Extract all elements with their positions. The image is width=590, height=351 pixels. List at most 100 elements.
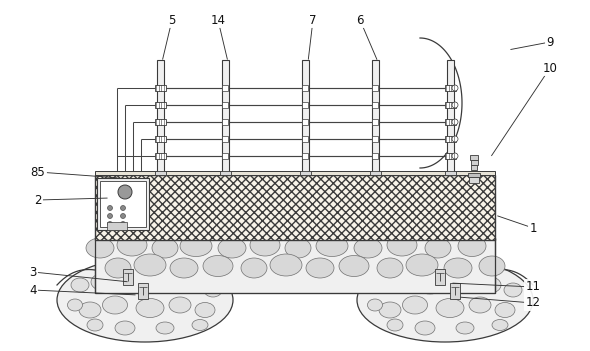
- Bar: [447, 60, 454, 175]
- Circle shape: [452, 136, 458, 142]
- Bar: [222, 60, 229, 175]
- Ellipse shape: [91, 273, 115, 291]
- Text: 4: 4: [30, 284, 135, 297]
- Ellipse shape: [218, 238, 246, 258]
- Ellipse shape: [146, 273, 174, 291]
- Bar: [302, 136, 308, 142]
- Ellipse shape: [195, 303, 215, 318]
- Circle shape: [120, 221, 126, 226]
- Bar: [97, 178, 149, 230]
- Ellipse shape: [156, 322, 174, 334]
- Ellipse shape: [79, 302, 101, 318]
- Ellipse shape: [504, 283, 522, 297]
- Ellipse shape: [250, 234, 280, 256]
- Bar: [445, 171, 456, 175]
- Ellipse shape: [469, 297, 491, 313]
- FancyBboxPatch shape: [471, 160, 478, 165]
- Ellipse shape: [117, 234, 147, 256]
- Ellipse shape: [179, 277, 201, 293]
- Ellipse shape: [479, 256, 505, 276]
- Ellipse shape: [446, 273, 474, 291]
- Bar: [445, 102, 456, 108]
- Bar: [372, 102, 378, 108]
- Ellipse shape: [103, 296, 127, 314]
- Bar: [372, 85, 378, 91]
- Circle shape: [452, 153, 458, 159]
- Bar: [123, 269, 133, 285]
- Circle shape: [120, 213, 126, 219]
- Bar: [220, 171, 231, 175]
- Bar: [95, 175, 495, 240]
- Bar: [155, 85, 166, 91]
- Ellipse shape: [377, 258, 403, 278]
- Ellipse shape: [379, 302, 401, 318]
- Bar: [107, 222, 127, 230]
- Ellipse shape: [444, 258, 472, 278]
- Bar: [372, 153, 378, 159]
- Text: 10: 10: [491, 61, 558, 156]
- Ellipse shape: [270, 254, 302, 276]
- Bar: [445, 119, 456, 125]
- Ellipse shape: [86, 238, 114, 258]
- Ellipse shape: [492, 319, 508, 331]
- Bar: [222, 119, 228, 125]
- Bar: [222, 153, 228, 159]
- Ellipse shape: [391, 273, 415, 291]
- Ellipse shape: [115, 321, 135, 335]
- Bar: [155, 119, 166, 125]
- Bar: [155, 171, 166, 175]
- Bar: [222, 136, 228, 142]
- Ellipse shape: [436, 298, 464, 318]
- Ellipse shape: [105, 258, 131, 278]
- Ellipse shape: [495, 303, 515, 318]
- Ellipse shape: [357, 258, 533, 342]
- Circle shape: [118, 185, 132, 199]
- Text: 85: 85: [31, 166, 117, 179]
- Ellipse shape: [204, 283, 222, 297]
- Bar: [468, 173, 480, 177]
- Text: 12: 12: [461, 297, 540, 310]
- Ellipse shape: [57, 258, 233, 342]
- Bar: [370, 171, 381, 175]
- Bar: [445, 136, 456, 142]
- Ellipse shape: [71, 278, 89, 292]
- Bar: [95, 238, 495, 293]
- Ellipse shape: [180, 236, 212, 257]
- Bar: [372, 60, 379, 175]
- Ellipse shape: [87, 319, 103, 331]
- Bar: [95, 171, 495, 175]
- Bar: [155, 102, 166, 108]
- Bar: [469, 177, 479, 183]
- Text: 5: 5: [163, 13, 176, 59]
- Ellipse shape: [306, 258, 334, 278]
- Bar: [100, 181, 146, 227]
- Ellipse shape: [354, 238, 382, 258]
- Text: 3: 3: [30, 265, 127, 282]
- Bar: [222, 102, 228, 108]
- Bar: [450, 283, 460, 299]
- Text: 1: 1: [497, 216, 537, 234]
- Bar: [138, 283, 148, 299]
- Ellipse shape: [415, 321, 435, 335]
- Text: 2: 2: [34, 193, 107, 206]
- Ellipse shape: [479, 277, 501, 293]
- Circle shape: [107, 221, 113, 226]
- Bar: [302, 102, 308, 108]
- Text: 14: 14: [211, 13, 227, 59]
- Bar: [302, 119, 308, 125]
- Circle shape: [107, 205, 113, 211]
- Bar: [300, 171, 311, 175]
- Ellipse shape: [169, 297, 191, 313]
- Ellipse shape: [371, 278, 389, 292]
- Bar: [445, 85, 456, 91]
- FancyBboxPatch shape: [471, 165, 477, 170]
- Bar: [372, 136, 378, 142]
- Ellipse shape: [339, 256, 369, 277]
- Ellipse shape: [170, 258, 198, 278]
- Bar: [302, 153, 308, 159]
- Bar: [302, 60, 309, 175]
- Bar: [222, 85, 228, 91]
- Circle shape: [452, 102, 458, 108]
- Ellipse shape: [368, 299, 382, 311]
- Text: 6: 6: [356, 13, 377, 59]
